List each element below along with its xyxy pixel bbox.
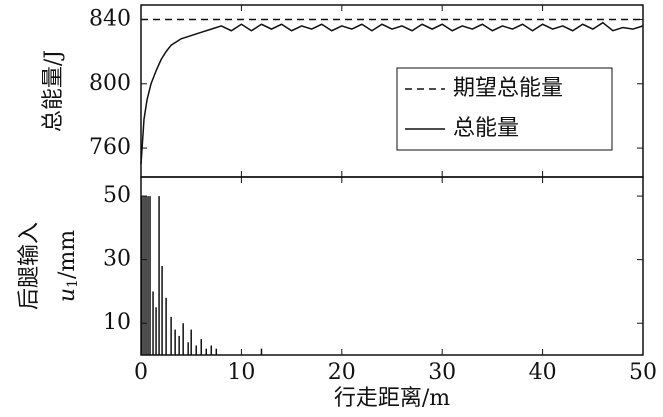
plot-frame: [140, 176, 644, 356]
legend-box: [396, 67, 613, 151]
x-tick-label: 10: [227, 360, 255, 385]
x-tick-label: 50: [629, 360, 657, 385]
y-axis-label-2: u1/mm: [55, 230, 81, 302]
y-tick-label: 840: [89, 6, 131, 31]
y-tick-label: 50: [103, 183, 131, 208]
legend-label: 总能量: [453, 116, 519, 141]
y-axis-label: 后腿输入: [17, 222, 42, 310]
x-tick-label: 30: [428, 360, 456, 385]
x-tick-label: 40: [529, 360, 557, 385]
x-axis-label: 行走距离/m: [334, 386, 450, 411]
y-axis-var: u: [55, 288, 80, 302]
y-tick-label: 760: [89, 135, 131, 160]
y-tick-label: 800: [89, 71, 131, 96]
y-tick-label: 10: [103, 310, 131, 335]
series-line: [140, 21, 644, 165]
x-tick-label: 20: [328, 360, 356, 385]
x-tick-label: 0: [134, 360, 148, 385]
y-axis-label-text: 后腿输入: [17, 222, 42, 310]
legend-label: 期望总能量: [453, 76, 563, 101]
y-axis-unit: /mm: [55, 230, 80, 279]
y-axis-sub: 1: [65, 279, 81, 288]
y-tick-label: 30: [103, 247, 131, 272]
y-axis-label: 总能量/J: [41, 50, 66, 132]
